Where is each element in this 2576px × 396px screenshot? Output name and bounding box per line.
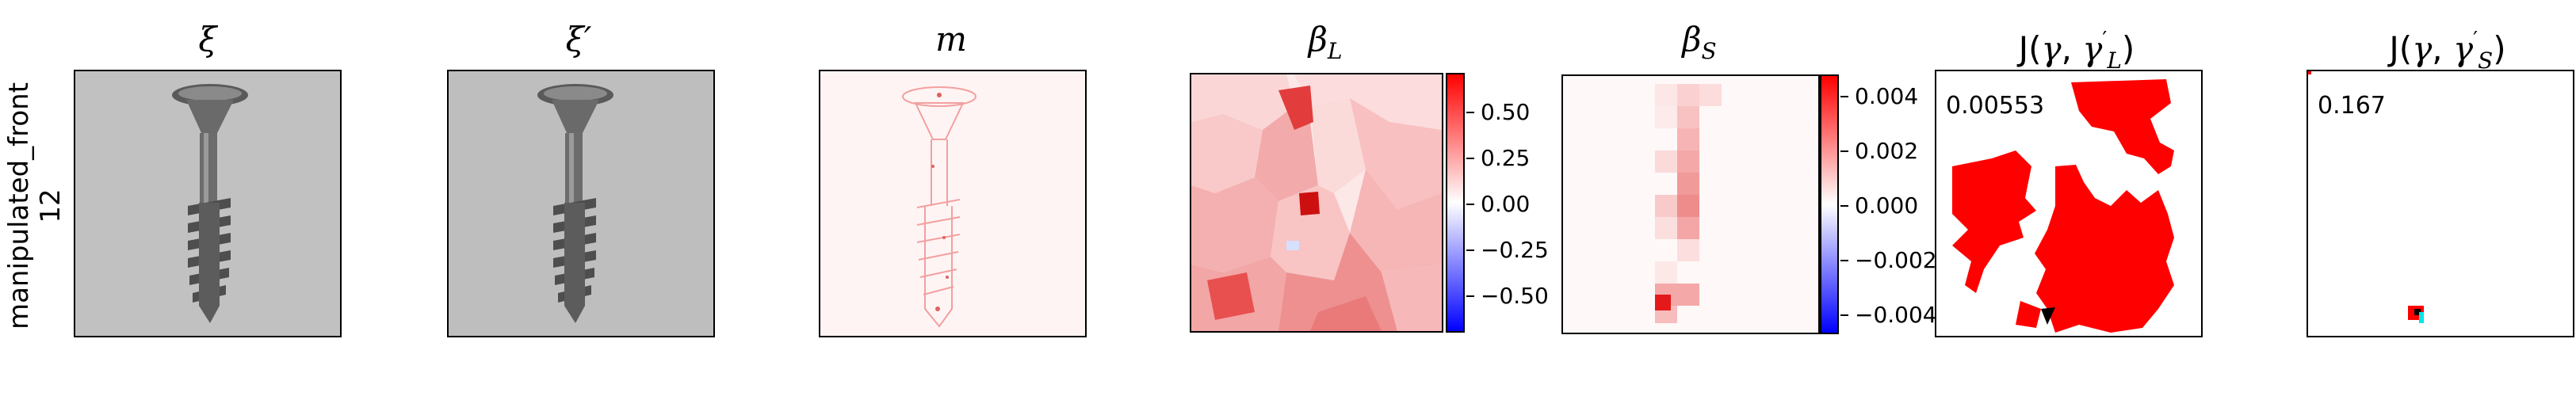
segmentation-overlap-l bbox=[1936, 71, 2201, 336]
title-part: L bbox=[2107, 48, 2122, 74]
title-part: , bbox=[2061, 29, 2083, 68]
title-part: ′ bbox=[2102, 28, 2108, 51]
superpixel-heatmap bbox=[1191, 74, 1442, 331]
panel-title-beta-s: βS bbox=[1533, 16, 1866, 64]
screw-photo bbox=[75, 71, 340, 336]
heatmap-beta-l bbox=[1190, 73, 1443, 333]
colorbar-tick-label: 0.004 bbox=[1855, 83, 1919, 109]
row-label-text: manipulated_front 12 bbox=[3, 82, 67, 329]
colorbar-tick-label: −0.50 bbox=[1481, 283, 1549, 309]
panel-title-m: m bbox=[935, 20, 967, 59]
row-label: manipulated_front 12 bbox=[3, 63, 67, 348]
title-part: γ bbox=[2453, 29, 2474, 68]
title-part: ) bbox=[2121, 29, 2135, 68]
image-panel-m bbox=[819, 70, 1087, 337]
jaccard-value-l: 0.00553 bbox=[1946, 92, 2045, 120]
image-panel-xi-prime bbox=[447, 70, 715, 337]
jaccard-value-s: 0.167 bbox=[2318, 92, 2386, 120]
title-part: γ bbox=[2412, 29, 2433, 68]
title-part: γ bbox=[2041, 29, 2062, 68]
panel-title-jaccard-l: J(γ, γ′L) bbox=[1910, 16, 2243, 74]
colorbar-tick-label: −0.002 bbox=[1855, 247, 1937, 273]
title-subscript: L bbox=[1327, 38, 1343, 64]
colorbar-tick-label: 0.000 bbox=[1855, 192, 1919, 219]
title-part: ′ bbox=[2473, 28, 2479, 51]
colorbar-beta-s: 0.004 0.002 0.000 −0.002 −0.004 bbox=[1820, 74, 1937, 334]
title-part: J( bbox=[2389, 29, 2413, 68]
screw-photo-counterfactual bbox=[449, 71, 713, 336]
row-label-line-1: manipulated_front bbox=[3, 82, 35, 330]
difference-mask bbox=[820, 71, 1085, 336]
title-part: S bbox=[2478, 48, 2494, 74]
title-beta: β bbox=[1308, 20, 1328, 59]
colorbar-beta-l: 0.50 0.25 0.00 −0.25 −0.50 bbox=[1446, 73, 1549, 333]
image-panel-xi bbox=[74, 70, 342, 337]
colorbar-tick-label: −0.25 bbox=[1481, 237, 1549, 263]
heatmap-beta-s bbox=[1561, 74, 1820, 334]
title-part: , bbox=[2432, 29, 2453, 68]
title-part: ) bbox=[2493, 29, 2506, 68]
colorbar-tick-label: −0.004 bbox=[1855, 302, 1937, 328]
segmentation-panel-s: 0.167 bbox=[2307, 70, 2574, 337]
colorbar-tick-label: 0.002 bbox=[1855, 138, 1919, 164]
title-part: J( bbox=[2018, 29, 2042, 68]
panel-title-xi-prime: ξ′ bbox=[565, 20, 592, 59]
panel-title-jaccard-s: J(γ, γ′S) bbox=[2281, 16, 2576, 74]
segmentation-panel-l: 0.00553 bbox=[1935, 70, 2203, 337]
colorbar-tick-label: 0.00 bbox=[1481, 191, 1531, 217]
title-subscript: S bbox=[1701, 38, 1717, 64]
colorbar-tick-label: 0.50 bbox=[1481, 99, 1531, 125]
title-part: γ bbox=[2082, 29, 2103, 68]
row-label-line-2: 12 bbox=[35, 188, 67, 223]
segmentation-overlap-s bbox=[2308, 71, 2573, 336]
title-beta: β bbox=[1682, 20, 1702, 59]
panel-title-beta-l: βL bbox=[1159, 16, 1492, 64]
panel-title-xi: ξ bbox=[198, 20, 217, 59]
colorbar-tick-label: 0.25 bbox=[1481, 145, 1531, 171]
grid-heatmap bbox=[1563, 76, 1818, 333]
